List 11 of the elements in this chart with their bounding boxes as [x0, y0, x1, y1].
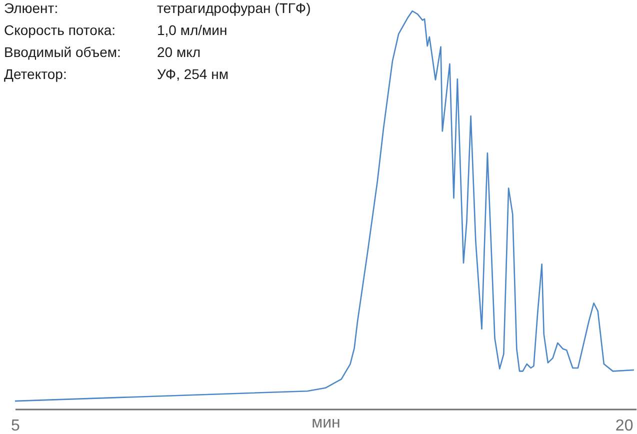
x-tick-label: 20 [615, 418, 634, 434]
annotation: Скорость потока: [4, 22, 116, 38]
annotation: Детектор: [4, 66, 67, 82]
annotation: 1,0 мл/мин [157, 22, 228, 38]
annotation: тетрагидрофуран (ТГФ) [157, 0, 311, 16]
annotation: УФ, 254 нм [157, 66, 228, 82]
annotation: Элюент: [4, 0, 58, 16]
annotation: 20 мкл [157, 44, 201, 60]
annotation: Вводимый объем: [4, 44, 121, 60]
x-axis-title: мин [312, 414, 340, 432]
x-tick-label: 5 [11, 418, 20, 434]
